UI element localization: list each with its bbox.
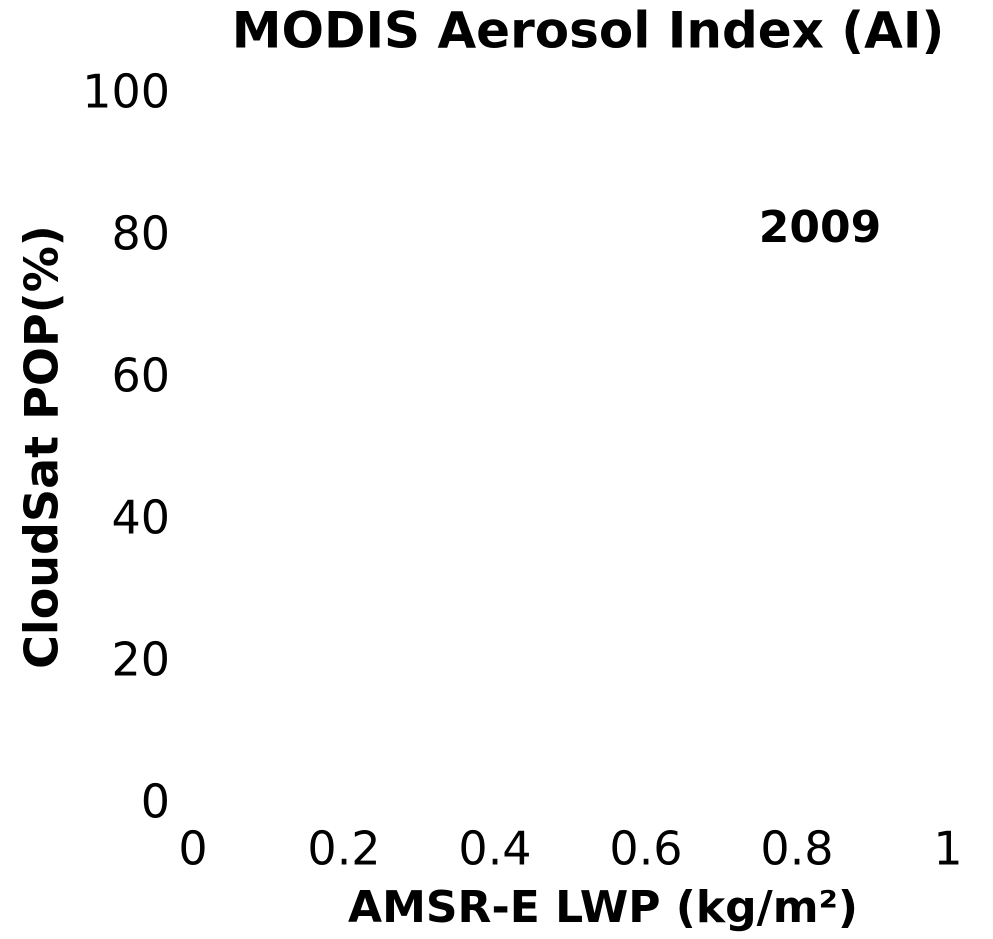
y-tick-label: 0: [141, 775, 170, 829]
y-tick-label: 20: [111, 633, 170, 687]
y-tick-label: 100: [82, 65, 170, 119]
chart-title: MODIS Aerosol Index (AI): [232, 2, 945, 60]
x-tick-label: 0.8: [760, 822, 833, 876]
x-tick-label: 0.2: [307, 822, 380, 876]
x-tick-label: 0: [178, 822, 207, 876]
annotation: 2009: [759, 202, 881, 253]
y-tick-label: 80: [111, 207, 170, 261]
y-tick-label: 40: [111, 491, 170, 545]
y-tick-label: 60: [111, 349, 170, 403]
y-axis-label: CloudSat POP(%): [15, 225, 69, 669]
x-tick-label: 0.4: [458, 822, 531, 876]
x-axis-label: AMSR-E LWP (kg/m²): [348, 882, 858, 933]
x-tick-label: 1: [933, 822, 962, 876]
x-tick-label: 0.6: [609, 822, 682, 876]
